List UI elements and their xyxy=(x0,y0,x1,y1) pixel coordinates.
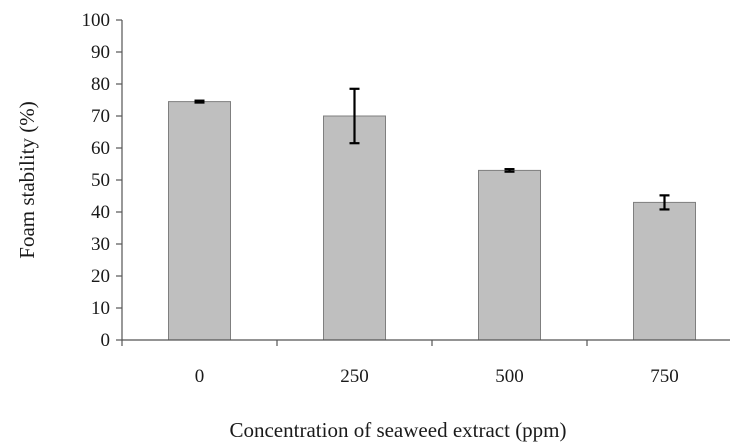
bar-0 xyxy=(168,101,231,341)
bar-500 xyxy=(478,169,541,341)
error-bar-0 xyxy=(194,99,205,104)
x-axis-label: Concentration of seaweed extract (ppm) xyxy=(229,418,566,442)
y-tick-label: 50 xyxy=(91,170,110,191)
y-tick-label: 0 xyxy=(101,330,111,351)
x-tick-label-0: 0 xyxy=(195,366,205,387)
y-tick-label: 20 xyxy=(91,266,110,287)
y-tick-label: 80 xyxy=(91,74,110,95)
x-tick-label-500: 500 xyxy=(495,366,524,387)
bar-750 xyxy=(633,201,696,341)
error-bar-250 xyxy=(349,87,360,145)
x-tick-label-750: 750 xyxy=(650,366,679,387)
y-tick-label: 10 xyxy=(91,298,110,319)
y-tick-label: 60 xyxy=(91,138,110,159)
x-tick-label-250: 250 xyxy=(340,366,369,387)
y-tick-label: 40 xyxy=(91,202,110,223)
error-bar-750 xyxy=(659,194,670,211)
y-tick-label: 30 xyxy=(91,234,110,255)
y-tick-label: 70 xyxy=(91,106,110,127)
bars-group xyxy=(168,101,696,341)
y-axis-label: Foam stability (%) xyxy=(15,101,39,258)
y-tick-label: 100 xyxy=(82,10,111,31)
x-axis-ticks: 0 250 500 750 xyxy=(121,340,679,387)
y-axis-ticks: 0 10 20 30 40 50 60 70 80 90 100 xyxy=(82,10,122,351)
error-bar-500 xyxy=(504,168,515,173)
y-tick-label: 90 xyxy=(91,42,110,63)
bar-250 xyxy=(323,115,386,341)
error-bars-group xyxy=(194,87,670,211)
